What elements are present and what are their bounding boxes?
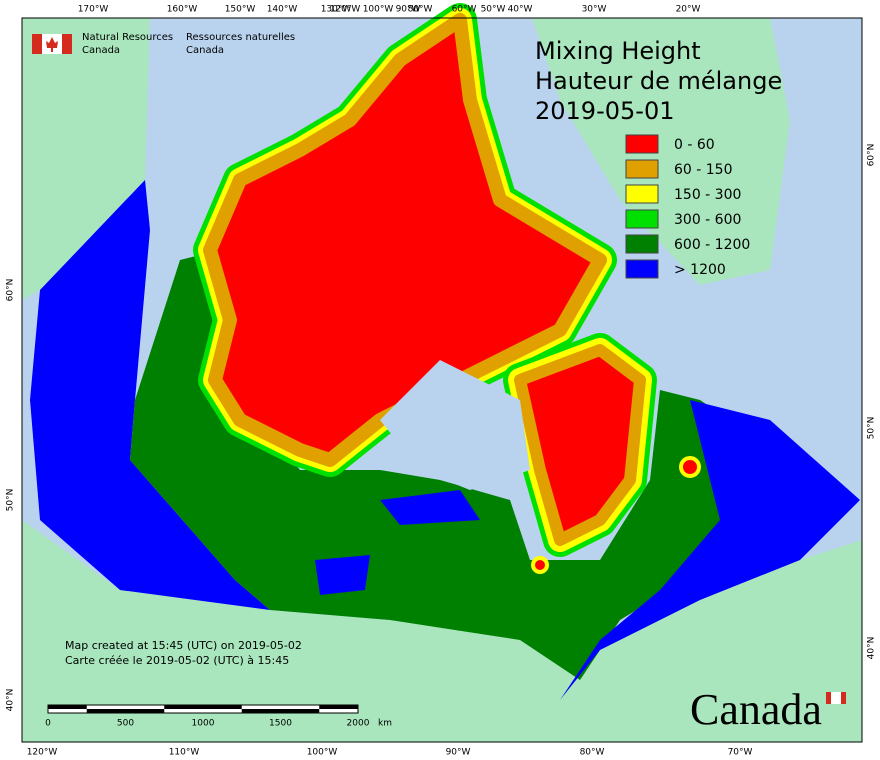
lon-label: 110°W [169,748,200,758]
lon-label: 90°W [396,5,421,15]
frame [21,17,863,743]
zone-central [130,250,760,680]
scale-segment [86,709,126,713]
lon-label: 80°W [408,5,433,15]
lon-label: 100°W [363,5,394,15]
lat-label: 40°N [6,689,16,712]
title: Hauteur de mélange [535,67,782,95]
scale-unit: km [378,719,392,729]
flag [32,34,72,54]
hotspot [679,456,701,478]
lon-label: 90°W [446,748,471,758]
legend-label: 60 - 150 [674,162,733,178]
zone-west [30,180,270,610]
legend-label: 300 - 600 [674,212,741,228]
legend-swatch [625,209,659,229]
scale-label: 2000 [347,719,370,729]
lon-label: 130°W [321,5,352,15]
legend-label: 0 - 60 [674,137,715,153]
legend-swatch [625,159,659,179]
lon-label: 150°W [225,5,256,15]
agency-fr: Ressources naturelles [186,32,295,43]
lon-label: 60°W [452,5,477,15]
scale-label: 1500 [269,719,292,729]
lon-label: 100°W [307,748,338,758]
lon-label: 20°W [676,5,701,15]
legend-label: 600 - 1200 [674,237,750,253]
lon-label: 160°W [167,5,198,15]
lat-label: 60°N [6,279,16,302]
legend-swatch [625,259,659,279]
lat-label: 50°N [6,489,16,512]
zone-north [203,13,607,467]
scale-segment [241,709,281,713]
legend-swatch [625,134,659,154]
agency-en: Natural Resources [82,32,173,43]
scale-segment [319,705,358,709]
lon-label: 30°W [582,5,607,15]
title: 2019-05-01 [535,97,674,125]
legend-label: > 1200 [674,262,726,278]
lon-label: 120°W [330,5,361,15]
legend-swatch [625,234,659,254]
scale-segment [48,705,87,709]
lon-label: 40°W [508,5,533,15]
hudson-bay [380,360,530,490]
zone-lake [315,555,370,595]
scale-label: 1000 [192,719,215,729]
note: Carte créée le 2019-05-02 (UTC) à 15:45 [65,654,289,667]
lon-label: 140°W [267,5,298,15]
usa [22,520,862,742]
alaska [22,18,150,300]
scale-segment [280,709,320,713]
canada-wordmark: Canada [690,685,846,734]
agency-en: Canada [82,45,120,56]
lon-label: 80°W [580,748,605,758]
legend-swatch [625,184,659,204]
zone-east [560,400,860,700]
scale-segment [125,709,165,713]
legend-label: 150 - 300 [674,187,741,203]
scale-label: 500 [117,719,134,729]
lat-label: 40°N [867,637,877,660]
lon-label: 170°W [78,5,109,15]
lon-label: 50°W [481,5,506,15]
scale-segment [164,705,203,709]
lat-label: 60°N [867,144,877,167]
scale-segment [203,705,242,709]
greenland [532,18,790,285]
hotspot [531,556,549,574]
zone-lake [380,490,480,525]
title: Mixing Height [535,37,701,65]
wordmark: Canada [690,685,822,734]
zone-quebec [514,344,646,546]
lat-label: 50°N [867,417,877,440]
lon-label: 70°W [728,748,753,758]
lon-label: 120°W [27,748,58,758]
scale-label: 0 [45,719,51,729]
note: Map created at 15:45 (UTC) on 2019-05-02 [65,639,302,652]
agency-fr: Canada [186,45,224,56]
